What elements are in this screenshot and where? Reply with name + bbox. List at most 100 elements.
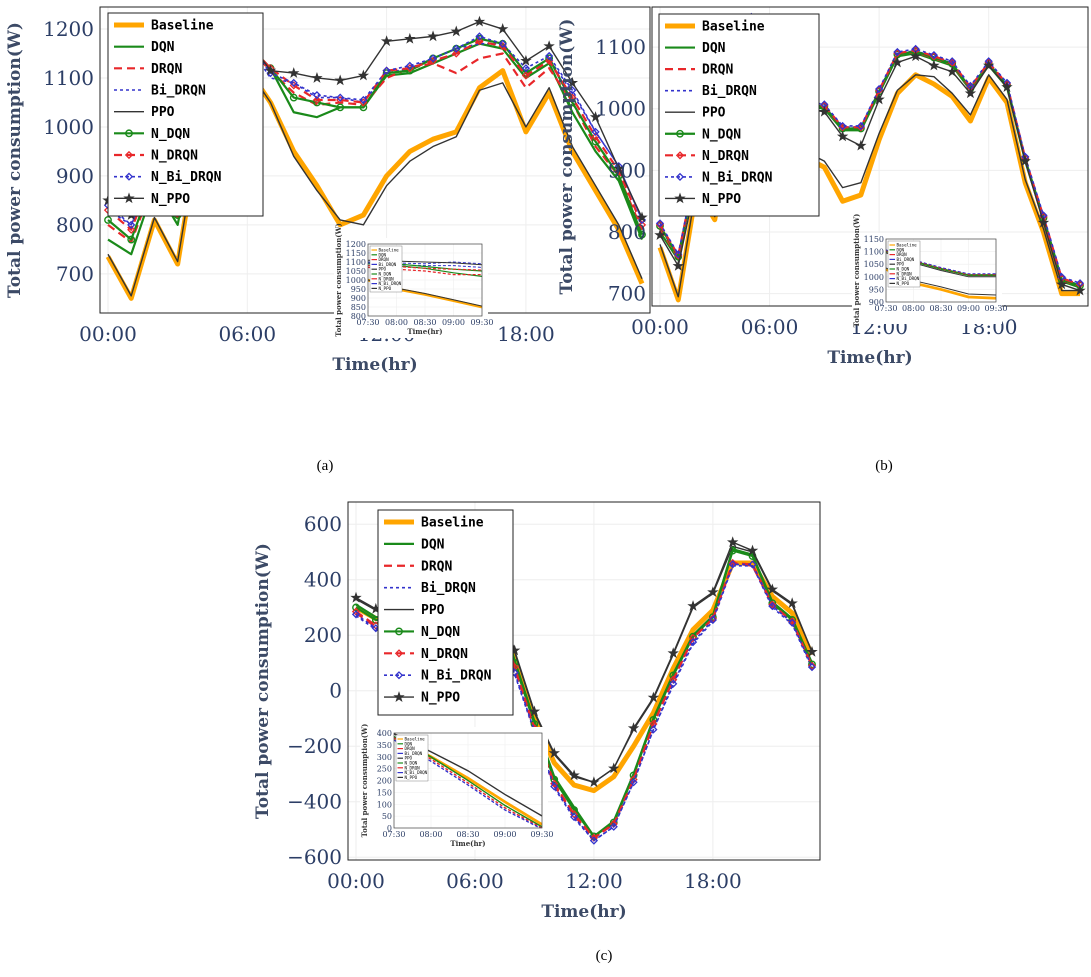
point-N_Bi_DRQN [728,560,737,569]
inset-series-line-N_DRQN [394,737,542,828]
legend-label: PPO [151,105,175,120]
legend-label: N_PPO [702,192,741,207]
y-axis-label: Total power consumption(W) [557,19,577,295]
point-N_DQN [127,235,136,244]
point-N_Bi_DRQN [929,50,939,60]
y-tick-label: 200 [304,623,342,647]
legend-label: DQN [421,537,445,552]
point-N_PPO [647,691,660,703]
inset-y-axis-label: Total power consumption(W) [334,223,343,337]
inset-chart: 07:30 08:00 08:30 09:00 09:30 800850900950100… [334,223,494,338]
point-N_Bi_DRQN [382,66,391,75]
legend-label: N_DQN [151,127,190,142]
legend-label: N_PPO [421,691,460,706]
inset-legend-label: N_Bi_DRQN [405,770,428,775]
point-N_DQN [104,216,112,224]
point-N_DQN [808,660,816,669]
legend-marker-N_DQN [676,129,684,138]
point-N_PPO [1037,216,1050,228]
legend-marker-N_DRQN [675,151,685,160]
inset-legend-label: N_Bi_DRQN [379,281,402,286]
point-N_Bi_DRQN [875,84,884,94]
point-N_PPO [727,536,739,548]
legend-label: N_DQN [421,625,460,640]
legend-marker-N_DQN [125,129,133,138]
y-axis-label: Total power consumption(W) [5,22,25,298]
inset-legend-label: Bi_DRQN [405,751,423,756]
legend-label: Baseline [151,19,214,34]
inset-x-tick-label: 09:30 [530,830,553,839]
point-N_PPO [873,93,885,105]
legend-label: N_DRQN [702,149,749,164]
point-N_PPO [707,586,719,598]
inset-series-line-N_Bi_DRQN [886,249,996,275]
legend-box [377,509,514,716]
inset-x-tick-label: 08:00 [385,318,408,327]
x-axis-label: Time(hr) [827,348,912,368]
inset-y-tick-label: 300 [377,753,392,762]
legend-marker-N_PPO [393,691,405,702]
point-N_PPO [1074,284,1086,296]
point-N_DRQN [521,71,531,80]
point-N_PPO [608,762,620,774]
inset-y-axis-label: Total power consumption(W) [852,214,861,328]
inset-legend: BaselineDQNDRQNBi_DRQNPPON_DQNN_DRQNN_Bi… [395,734,429,782]
chart-panel-b: 00:00 06:00 12:00 18:0070080090010001100Tim… [557,6,1089,368]
point-N_Bi_DRQN [655,219,665,228]
point-N_PPO [983,59,995,71]
caption-b: (b) [875,458,893,474]
point-N_PPO [350,591,362,603]
inset-x-tick-label: 07:30 [874,304,897,313]
inset-y-axis-label: Total power consumption(W) [360,724,369,838]
point-N_PPO [404,32,416,44]
y-tick-label: 400 [304,568,342,592]
inset-x-tick-label: 09:00 [957,304,980,313]
chart-panel-c: 00:00 06:00 12:00 18:00 −600 −400 −200 0 200 400 6… [253,501,821,922]
y-tick-label: 800 [56,213,94,237]
inset-legend-label: DQN [379,252,387,257]
inset-x-tick-label: 09:30 [984,304,1007,313]
legend-label: DRQN [151,62,182,77]
inset-x-tick-label: 09:00 [442,318,465,327]
point-N_PPO [654,229,666,240]
inset-y-tick-label: 800 [351,312,366,321]
inset-y-tick-label: 1150 [864,235,884,244]
point-N_Bi_DRQN [948,57,957,66]
legend-box [107,12,264,217]
inset-legend-label: DRQN [405,746,416,751]
x-tick-label: 18:00 [497,322,555,346]
point-N_Bi_DRQN [807,663,817,672]
inset-legend-label: DRQN [379,257,390,262]
point-N_PPO [1001,81,1013,92]
point-N_Bi_DRQN [788,618,797,627]
point-N_DRQN [568,93,577,102]
y-tick-label: 900 [56,164,94,188]
legend-label: Bi_DRQN [151,84,206,99]
inset-y-tick-label: 850 [351,303,366,312]
point-N_DQN [656,221,664,230]
inset-y-tick-label: 50 [382,812,392,821]
legend-label: DRQN [702,63,733,78]
x-tick-label: 06:00 [218,322,276,346]
y-tick-label: 0 [329,679,342,703]
point-N_DRQN [127,225,136,234]
inset-legend-label: Bi_DRQN [379,262,397,267]
inset-legend-label: DQN [405,741,413,746]
point-N_DQN [638,230,646,239]
inset-y-tick-label: 100 [377,800,392,809]
inset-x-tick-label: 09:00 [493,830,516,839]
point-N_PPO [311,72,323,83]
legend-box [658,13,820,217]
point-N_Bi_DRQN [569,812,579,822]
legend-label: Bi_DRQN [421,581,476,596]
point-N_Bi_DRQN [289,78,298,88]
legend-marker-N_DRQN [394,649,404,658]
point-N_Bi_DRQN [521,64,531,73]
inset-series-line-DRQN [368,266,482,276]
point-N_DRQN [637,220,647,229]
legend-label: N_Bi_DRQN [151,170,222,185]
y-tick-label: 700 [608,282,646,306]
inset-legend-label: N_PPO [405,775,418,780]
point-N_PPO [946,65,958,77]
legend-marker-N_DRQN [124,150,134,160]
